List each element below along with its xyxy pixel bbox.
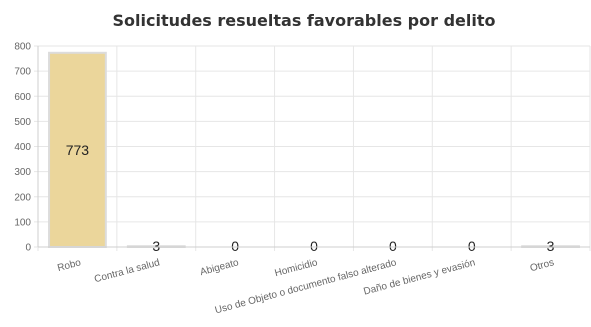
y-tick-label: 100 [14,217,31,228]
bars [48,51,580,248]
x-tick-label-0: Robo [56,257,82,274]
y-tick-label: 800 [14,42,31,53]
data-label-4: 0 [389,238,397,254]
data-label-0: 773 [66,142,90,158]
y-tick-label: 500 [14,117,31,128]
x-tick-label-1: Contra la salud [93,257,161,285]
x-axis: Robo Contra la salud Abigeato HomicidioUso … [38,246,590,316]
x-tick-label-3: Homicidio [274,257,320,279]
y-tick-label: 200 [14,192,31,203]
y-tick-label: 700 [14,67,31,78]
y-tick-label: 600 [14,92,31,103]
y-axis: 0 100 200 300 400 500 600 700 800 [14,42,39,254]
data-label-3: 0 [310,238,318,254]
y-tick-label: 300 [14,167,31,178]
y-tick-label: 0 [25,243,31,254]
data-labels: 773 3 0 0 0 0 3 [66,142,555,254]
grid-lines [34,45,591,251]
bar-0[interactable] [48,51,107,248]
x-tick-label-2: Abigeato [199,257,240,278]
data-label-1: 3 [152,238,160,254]
data-label-2: 0 [231,238,239,254]
x-tick-label-6: Otros [529,257,555,274]
data-label-5: 0 [468,238,476,254]
data-label-6: 3 [547,238,555,254]
y-tick-label: 400 [14,142,31,153]
chart-title: Solicitudes resueltas favorables por del… [113,11,496,30]
